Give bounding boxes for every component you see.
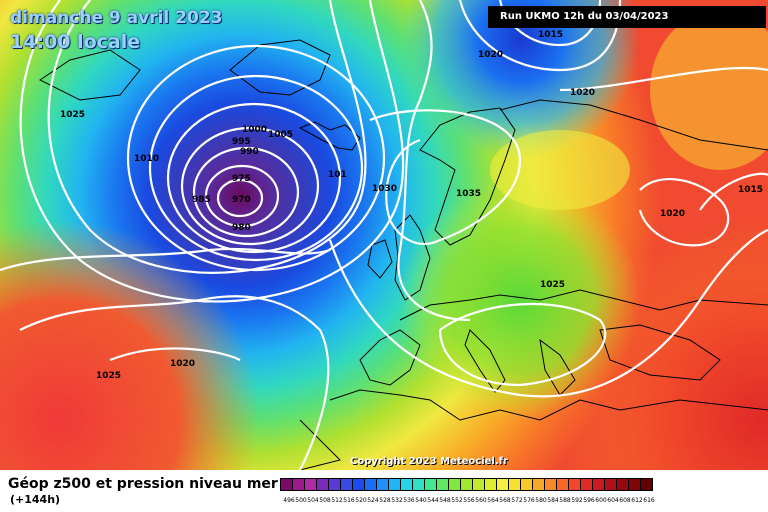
legend-tick-label: 612 — [631, 497, 643, 504]
legend-tick-label: 572 — [511, 497, 523, 504]
pressure-label: 101 — [328, 170, 347, 180]
legend-tick-label: 604 — [607, 497, 619, 504]
legend-ticks: 496 500 504 508 512 516 520 524 528 532 536 540 544 5… — [283, 497, 655, 504]
legend-tick-label: 600 — [595, 497, 607, 504]
footer-bar: Géop z500 et pression niveau mer (+144h)… — [0, 470, 768, 512]
legend-tick-label: 512 — [331, 497, 343, 504]
legend-tick-label: 528 — [379, 497, 391, 504]
legend-tick-label: 596 — [583, 497, 595, 504]
legend-tick-label: 580 — [535, 497, 547, 504]
legend-tick-label: 540 — [415, 497, 427, 504]
pressure-label: 1010 — [134, 154, 159, 164]
lead-time: (+144h) — [10, 493, 61, 506]
pressure-label: 1030 — [372, 184, 397, 194]
forecast-date: dimanche 9 avril 2023 — [10, 8, 223, 28]
pressure-label: 1000 — [242, 125, 267, 135]
legend-tick-label: 508 — [319, 497, 331, 504]
legend-tick-label: 496 — [283, 497, 295, 504]
pressure-label: 1035 — [456, 189, 481, 199]
legend-tick-label: 592 — [571, 497, 583, 504]
pressure-label: 1020 — [170, 359, 195, 369]
legend-tick-label: 524 — [367, 497, 379, 504]
legend-tick-label: 608 — [619, 497, 631, 504]
copyright: Copyright 2023 Meteociel.fr — [350, 456, 508, 467]
legend-tick-label: 504 — [307, 497, 319, 504]
pressure-label: 1025 — [60, 110, 85, 120]
legend-tick-label: 536 — [403, 497, 415, 504]
legend-tick-label: 544 — [427, 497, 439, 504]
pressure-label: 1015 — [538, 30, 563, 40]
pressure-label: 1025 — [540, 280, 565, 290]
pressure-labels: 1025 1010 1000 1005 995 990 975 985 970 … — [60, 30, 763, 381]
map-description: Géop z500 et pression niveau mer — [8, 476, 278, 492]
forecast-time: 14:00 locale — [10, 31, 141, 53]
pressure-label: 1020 — [570, 88, 595, 98]
pressure-label: 1020 — [478, 50, 503, 60]
legend-tick-label: 560 — [475, 497, 487, 504]
legend-tick-label: 532 — [391, 497, 403, 504]
pressure-label: 985 — [192, 195, 211, 205]
pressure-label: 1025 — [96, 371, 121, 381]
map-canvas: 1025 1010 1000 1005 995 990 975 985 970 … — [0, 0, 768, 470]
legend-tick-label: 584 — [547, 497, 559, 504]
legend-tick-label: 552 — [451, 497, 463, 504]
pressure-label: 980 — [232, 223, 251, 233]
pressure-label: 975 — [232, 174, 251, 184]
low-center-label: 970 — [232, 195, 251, 205]
pressure-label: 995 — [232, 137, 251, 147]
legend-tick-label: 576 — [523, 497, 535, 504]
legend-tick-label: 616 — [643, 497, 655, 504]
weather-map: 1025 1010 1000 1005 995 990 975 985 970 … — [0, 0, 768, 470]
pressure-label: 1005 — [268, 130, 293, 140]
legend-tick-label: 500 — [295, 497, 307, 504]
pressure-label: 1020 — [660, 209, 685, 219]
legend-tick-label: 568 — [499, 497, 511, 504]
legend-tick-label: 556 — [463, 497, 475, 504]
legend-tick-label: 588 — [559, 497, 571, 504]
color-legend — [280, 478, 653, 491]
legend-tick-label: 520 — [355, 497, 367, 504]
legend-tick-label: 548 — [439, 497, 451, 504]
legend-swatch — [640, 478, 653, 491]
legend-tick-label: 564 — [487, 497, 499, 504]
coastlines — [39, 39, 768, 470]
pressure-label: 1015 — [738, 185, 763, 195]
pressure-label: 990 — [240, 147, 259, 157]
legend-tick-label: 516 — [343, 497, 355, 504]
run-info: Run UKMO 12h du 03/04/2023 — [488, 6, 766, 28]
